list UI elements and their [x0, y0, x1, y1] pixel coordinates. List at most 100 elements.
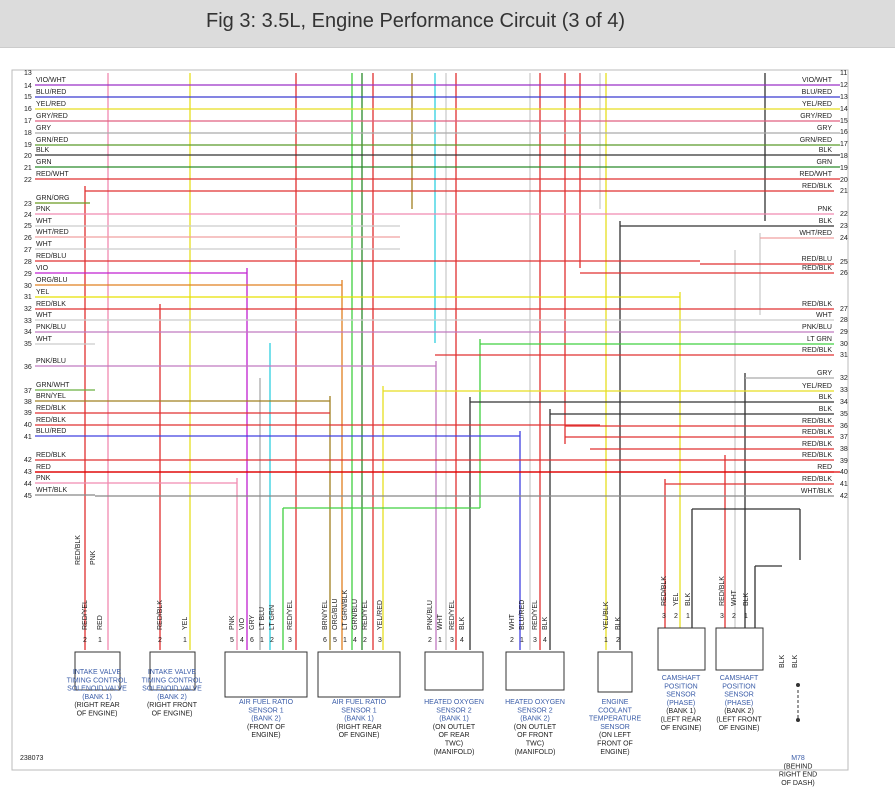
right-wire-number: 16 [840, 129, 848, 136]
component-location: (RIGHT REAR [74, 702, 119, 709]
component-name: (PHASE) [667, 700, 695, 707]
left-wire-label: GRN/WHT [36, 382, 70, 389]
component-location: (FRONT OF [247, 724, 285, 731]
pin-wire-label: LT GRN [269, 605, 276, 630]
component-location: (ON OUTLET [433, 724, 476, 731]
component-name: POSITION [722, 683, 755, 690]
left-wire-label: GRY/RED [36, 113, 68, 120]
pin-wire-label: WHT [509, 613, 516, 630]
component-name: SENSOR 1 [341, 707, 377, 714]
pin-number: 1 [744, 613, 748, 620]
right-wire-label: BLK [819, 147, 833, 154]
left-wire-number: 44 [24, 481, 32, 488]
component-location: TWC) [526, 741, 544, 748]
right-wire-number: 15 [840, 118, 848, 125]
component-location: (LEFT FRONT [716, 717, 762, 724]
left-wire-label: BLK [36, 147, 50, 154]
right-wire-label: GRN [816, 159, 832, 166]
component-location: (LEFT REAR [661, 717, 702, 724]
pin-number: 4 [543, 637, 547, 644]
pin-wire-label: BLK [542, 616, 549, 630]
pin-number: 1 [260, 637, 264, 644]
right-wire-number: 25 [840, 259, 848, 266]
right-wire-label: RED/BLK [802, 476, 832, 483]
left-wire-label: RED/BLK [36, 417, 66, 424]
ground-point [796, 718, 800, 722]
right-wire-number: 35 [840, 411, 848, 418]
pin-wire-label: RED/YEL [449, 600, 456, 630]
right-wire-label: BLK [819, 394, 833, 401]
component-location: (RIGHT REAR [336, 724, 381, 731]
pin-number: 3 [662, 613, 666, 620]
component-name: CAMSHAFT [720, 675, 759, 682]
pin-number: 3 [450, 637, 454, 644]
left-wire-number: 35 [24, 341, 32, 348]
component [657, 627, 706, 671]
right-wire-number: 37 [840, 434, 848, 441]
right-wire-number: 42 [840, 493, 848, 500]
component-name: (BANK 1) [439, 716, 469, 723]
left-wire-label: RED/BLK [36, 405, 66, 412]
pin-number: 2 [158, 637, 162, 644]
left-wire-label: BRN/YEL [36, 393, 66, 400]
component-name: CAMSHAFT [662, 675, 701, 682]
pin-number: 2 [363, 637, 367, 644]
left-wire-number: 26 [24, 235, 32, 242]
left-wire-label: WHT [36, 241, 53, 248]
pin-number: 2 [83, 637, 87, 644]
left-wire-number: 33 [24, 318, 32, 325]
left-wire-label: PNK/BLU [36, 358, 66, 365]
pin-number: 1 [438, 637, 442, 644]
component-name: TIMING CONTROL [67, 677, 128, 684]
pin-number: 1 [183, 637, 187, 644]
right-wire-label: YEL/RED [802, 101, 832, 108]
left-wire-label: WHT [36, 218, 53, 225]
left-wire-label: RED/WHT [36, 171, 69, 178]
component [597, 651, 633, 693]
pin-wire-label: RED/YEL [82, 600, 89, 630]
right-wire-label: BLK [819, 218, 833, 225]
left-wire-number: 45 [24, 493, 32, 500]
right-wire-number: 31 [840, 352, 848, 359]
right-wire-label: VIO/WHT [802, 77, 833, 84]
right-wire-label: RED/BLK [802, 265, 832, 272]
pin-number: 4 [240, 637, 244, 644]
pin-number: 1 [98, 637, 102, 644]
left-wire-number: 27 [24, 247, 32, 254]
right-wire-label: RED/BLK [802, 347, 832, 354]
component-location: (MANIFOLD) [434, 749, 475, 756]
component [715, 627, 764, 671]
left-wire-number: 25 [24, 223, 32, 230]
diagram: VIO/WHT BLU/RED YEL/RED GRY/RED GRY GRN/RED BL… [11, 69, 849, 787]
component [74, 651, 121, 691]
right-wire-number: 18 [840, 153, 848, 160]
pin-wire-label: WHT [437, 613, 444, 630]
component-location: (ON OUTLET [514, 724, 557, 731]
component [505, 651, 565, 691]
right-wire-label: PNK/BLU [802, 324, 832, 331]
component-name: TEMPERATURE [589, 716, 642, 723]
left-wire-number: 40 [24, 422, 32, 429]
component-location: ENGINE) [251, 732, 280, 739]
right-wire-label: WHT [816, 312, 833, 319]
left-wire-label: PNK/BLU [36, 324, 66, 331]
pin-number: 1 [343, 637, 347, 644]
right-wire-number: 26 [840, 270, 848, 277]
component [424, 651, 484, 691]
component-location: TWC) [445, 741, 463, 748]
right-wire-number: 21 [840, 188, 848, 195]
component-name: (BANK 2) [157, 694, 187, 701]
component-name: INTAKE VALVE [148, 669, 197, 676]
left-wire-label: WHT [36, 312, 53, 319]
right-wire-label: RED/BLK [802, 301, 832, 308]
left-wire-label: YEL/RED [36, 101, 66, 108]
left-wire-label: GRN/ORG [36, 195, 69, 202]
pin-wire-label: BLK [459, 616, 466, 630]
component-name: (BANK 2) [520, 716, 550, 723]
pin-number: 3 [378, 637, 382, 644]
right-wire-label: RED/BLK [802, 429, 832, 436]
right-wire-label: RED/BLK [802, 418, 832, 425]
pin-number: 5 [333, 637, 337, 644]
pin-wire-label: YEL/RED [377, 600, 384, 630]
component-location: (BANK 2) [724, 708, 754, 715]
